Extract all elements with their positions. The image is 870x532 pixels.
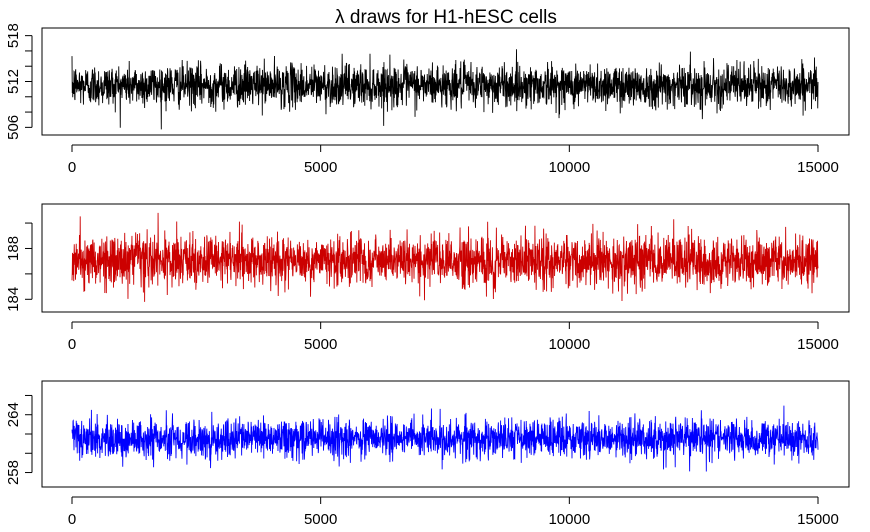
chart-title: λ draws for H1-hESC cells xyxy=(335,7,557,28)
plot-frame-2 xyxy=(41,203,850,313)
y-tick-label-2-2: 188 xyxy=(5,236,22,261)
x-tick-label-3-2: 10000 xyxy=(548,511,590,527)
y-tick-label-3-3: 264 xyxy=(5,402,22,427)
x-tick-label-1-0: 0 xyxy=(68,159,76,176)
x-tick-label-1-1: 5000 xyxy=(304,159,337,176)
x-tick-label-3-1: 5000 xyxy=(304,511,337,527)
x-tick-label-3-3: 15000 xyxy=(797,511,839,527)
plot-frame-1 xyxy=(41,27,850,136)
y-tick-label-1-3: 512 xyxy=(5,69,22,94)
trace-line-2 xyxy=(71,212,819,302)
y-tick-label-1-6: 518 xyxy=(5,23,22,48)
x-tick-label-2-3: 15000 xyxy=(797,336,839,353)
x-tick-label-1-2: 10000 xyxy=(548,159,590,176)
x-tick-label-3-0: 0 xyxy=(68,511,76,527)
x-tick-label-2-2: 10000 xyxy=(548,336,590,353)
y-tick-label-1-0: 506 xyxy=(5,115,22,140)
trace-line-3 xyxy=(71,405,819,472)
x-tick-label-2-1: 5000 xyxy=(304,336,337,353)
x-tick-label-1-3: 15000 xyxy=(797,159,839,176)
y-tick-label-3-0: 258 xyxy=(5,460,22,485)
plot-frame-3 xyxy=(41,380,850,488)
x-tick-label-2-0: 0 xyxy=(68,336,76,353)
trace-line-1 xyxy=(71,49,819,130)
y-tick-label-2-0: 184 xyxy=(5,287,22,312)
